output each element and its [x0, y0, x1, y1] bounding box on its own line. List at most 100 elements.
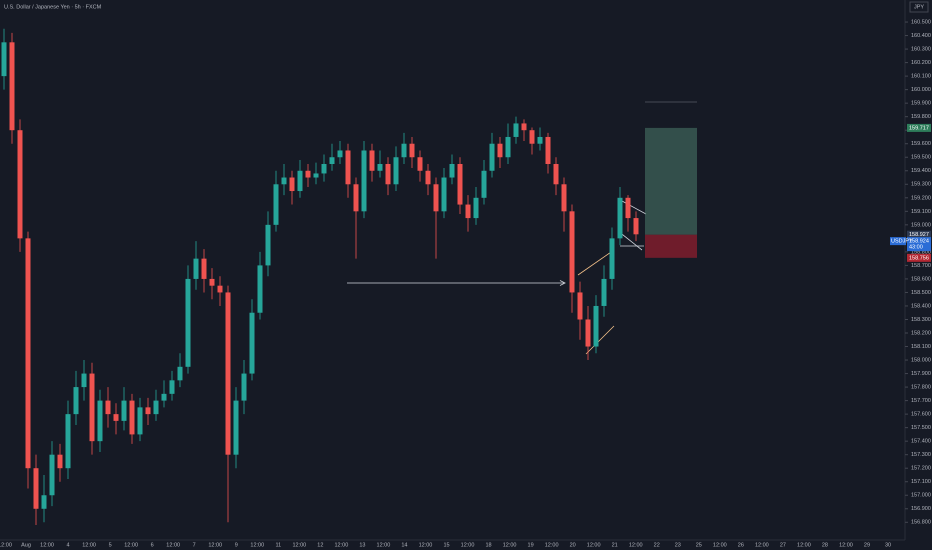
currency-box[interactable] — [909, 1, 929, 13]
candle-body — [441, 177, 447, 212]
candle-body — [449, 164, 455, 178]
y-tick-label: 158.000 — [911, 357, 931, 363]
x-tick-label: 12 — [317, 542, 323, 548]
candle-body — [65, 414, 71, 469]
x-tick-label: 20 — [570, 542, 576, 548]
candle-body — [113, 414, 119, 421]
candle-body — [385, 164, 391, 185]
y-tick-label: 158.200 — [911, 330, 931, 336]
candle-body — [289, 177, 295, 192]
y-tick-label: 157.200 — [911, 466, 931, 472]
candle-body — [633, 218, 639, 235]
x-tick-label: 23 — [675, 542, 681, 548]
chart-title: U.S. Dollar / Japanese Yen · 5h · FXCM — [4, 4, 102, 10]
entry-price-tag: 158.927 — [909, 232, 929, 238]
candle-body — [425, 170, 431, 185]
y-tick-label: 158.500 — [911, 290, 931, 296]
x-tick-label: 12:00 — [713, 542, 727, 548]
y-tick-label: 160.000 — [911, 87, 931, 93]
stop-price-tag: 158.756 — [909, 255, 929, 261]
candle-body — [489, 143, 495, 171]
candle-body — [321, 164, 327, 174]
candle-body — [353, 184, 359, 212]
x-tick-label: 13 — [359, 542, 365, 548]
x-tick-label: 5 — [109, 542, 112, 548]
candle-body — [329, 157, 335, 165]
candle-body — [217, 285, 223, 293]
candle-body — [305, 170, 311, 178]
x-tick-label: 12:00 — [461, 542, 475, 548]
candle-body — [417, 157, 423, 171]
y-tick-label: 156.800 — [911, 520, 931, 526]
entry-price-tag-bg — [907, 230, 931, 239]
candle-body — [561, 184, 567, 212]
candle-body — [345, 150, 351, 185]
candle-body — [233, 400, 239, 455]
candle-body — [617, 197, 623, 239]
x-tick-label: 19 — [528, 542, 534, 548]
candle-body — [553, 164, 559, 185]
candle-body — [201, 258, 207, 279]
candle-body — [433, 184, 439, 212]
x-tick-label: 11 — [275, 542, 281, 548]
x-tick-label: 12:00 — [797, 542, 811, 548]
y-tick-label: 159.600 — [911, 141, 931, 147]
candle-body — [377, 164, 383, 171]
candle-body — [17, 130, 23, 239]
candle-body — [57, 454, 63, 469]
x-tick-label: 12:00 — [40, 542, 54, 548]
candle-body — [497, 143, 503, 158]
target-price-tag-bg — [907, 123, 931, 132]
candle-body — [313, 173, 319, 178]
x-tick-label: 18 — [485, 542, 491, 548]
y-tick-label: 157.800 — [911, 385, 931, 391]
x-tick-label: 22 — [654, 542, 660, 548]
currency[interactable]: JPY — [914, 4, 924, 10]
candle-body — [505, 136, 511, 158]
y-tick-label: 158.400 — [911, 303, 931, 309]
candle-body — [409, 143, 415, 158]
candle-body — [73, 387, 79, 415]
x-tick-label: 7 — [193, 542, 196, 548]
candle-body — [393, 157, 399, 185]
y-tick-label: 159.800 — [911, 114, 931, 120]
trend-line — [577, 249, 615, 276]
x-tick-label: 21 — [612, 542, 618, 548]
candle-body — [41, 495, 47, 509]
y-tick-label: 158.300 — [911, 317, 931, 323]
x-tick-label: 12:00 — [755, 542, 769, 548]
candle-body — [185, 278, 191, 367]
candle-body — [241, 373, 247, 401]
candle-body — [537, 136, 543, 144]
y-tick-label: 159.900 — [911, 101, 931, 107]
candle-body — [137, 407, 143, 435]
candle-body — [585, 319, 591, 347]
candle-body — [1, 42, 7, 77]
x-tick-label: 12:00 — [377, 542, 391, 548]
x-tick-label: 12:00 — [0, 542, 12, 548]
candle-body — [257, 265, 263, 313]
target-price-tag: 159.717 — [909, 125, 929, 131]
candle-body — [609, 238, 615, 279]
candle-body — [209, 278, 215, 286]
candle-body — [521, 123, 527, 131]
x-tick-label: 9 — [235, 542, 238, 548]
candle-body — [33, 468, 39, 509]
x-tick-label: Aug — [21, 542, 31, 548]
y-tick-label: 157.000 — [911, 493, 931, 499]
profit-zone — [645, 127, 697, 235]
candle-body — [513, 123, 519, 137]
candle-body — [129, 400, 135, 435]
y-tick-label: 160.100 — [911, 74, 931, 80]
y-tick-label: 159.500 — [911, 155, 931, 161]
candle-body — [457, 164, 463, 205]
candle-body — [89, 373, 95, 442]
x-tick-label: 12:00 — [629, 542, 643, 548]
candle-body — [361, 150, 367, 212]
x-tick-label: 28 — [822, 542, 828, 548]
y-tick-label: 158.600 — [911, 276, 931, 282]
x-tick-label: 12:00 — [208, 542, 222, 548]
candle-body — [105, 400, 111, 415]
candle-body — [9, 42, 15, 131]
